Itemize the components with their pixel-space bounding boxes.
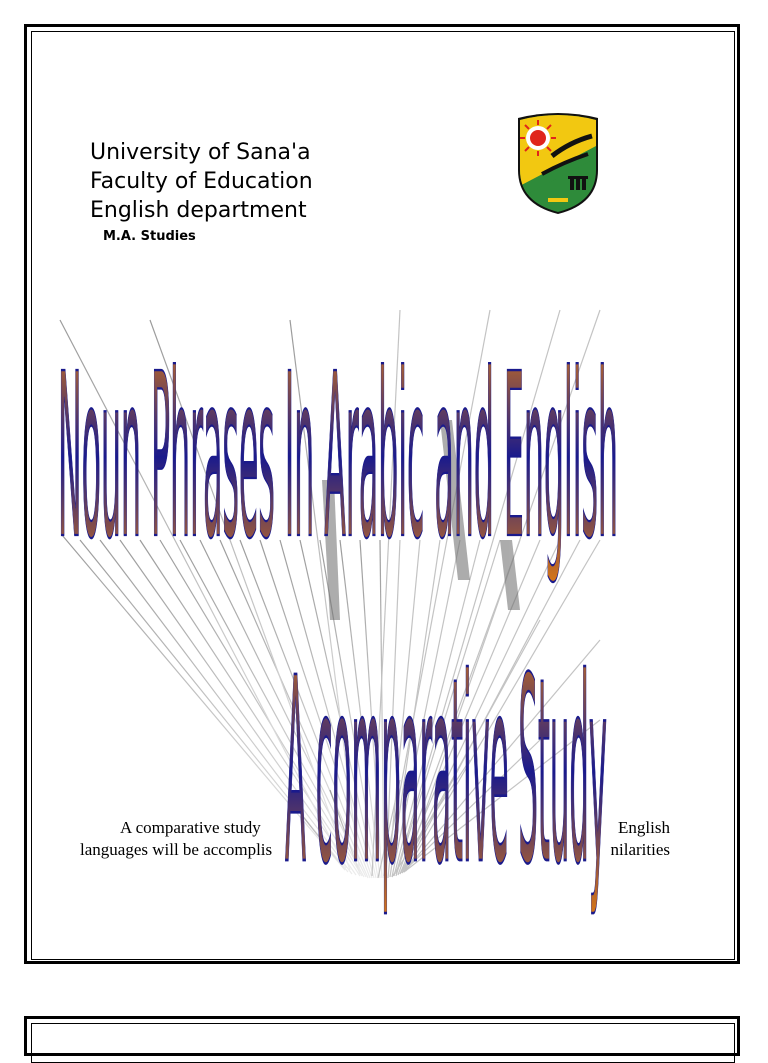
department-name: English department — [90, 198, 307, 223]
faculty-name: Faculty of Education — [90, 169, 313, 194]
wordart-subtitle-line: A comparative Study — [285, 623, 607, 921]
page-border-outer — [24, 24, 740, 964]
abstract-line1-left: A comparative study — [120, 818, 261, 837]
university-seal-icon — [518, 113, 598, 214]
abstract-line2-left: languages will be accomplis — [80, 840, 273, 859]
title-page-header: University of Sana'a Faculty of Educatio… — [90, 138, 313, 225]
program-label: M.A. Studies — [103, 229, 196, 244]
next-page-border-inner — [31, 1023, 735, 1063]
wordart-ray-shading — [322, 420, 520, 620]
abstract-line2-right: nilarities — [610, 840, 670, 859]
wordart-extrusion — [59, 309, 601, 879]
wordart-title: Noun Phrases In Arabic and English A com… — [57, 309, 619, 921]
university-name: University of Sana'a — [90, 140, 311, 165]
wordart-title-line: Noun Phrases In Arabic and English — [58, 325, 618, 588]
abstract-paragraph: A comparative study English languages wi… — [80, 817, 670, 861]
abstract-line1-right: English — [618, 818, 670, 837]
page-border-inner — [31, 31, 735, 960]
